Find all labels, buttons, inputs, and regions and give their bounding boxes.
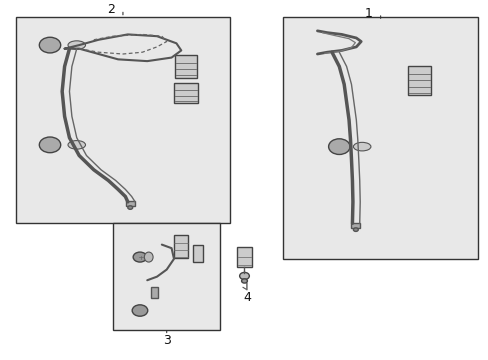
Circle shape bbox=[328, 139, 349, 154]
Circle shape bbox=[239, 273, 249, 279]
Ellipse shape bbox=[353, 142, 370, 151]
Text: 2: 2 bbox=[107, 3, 115, 16]
Bar bbox=[175, 55, 197, 78]
Ellipse shape bbox=[68, 140, 85, 149]
Ellipse shape bbox=[68, 41, 85, 49]
Circle shape bbox=[132, 305, 147, 316]
Ellipse shape bbox=[144, 252, 153, 262]
Circle shape bbox=[39, 137, 61, 153]
Bar bbox=[237, 247, 251, 267]
Circle shape bbox=[39, 37, 61, 53]
Bar bbox=[113, 223, 220, 330]
Bar bbox=[16, 17, 229, 223]
Bar bbox=[174, 235, 188, 258]
Bar bbox=[407, 67, 430, 95]
Text: 3: 3 bbox=[163, 334, 170, 347]
Circle shape bbox=[127, 206, 132, 209]
Circle shape bbox=[353, 228, 358, 231]
Text: 4: 4 bbox=[243, 291, 250, 304]
Circle shape bbox=[241, 279, 247, 283]
Bar bbox=[125, 202, 134, 206]
Text: 1: 1 bbox=[364, 6, 372, 19]
Bar bbox=[151, 287, 158, 298]
Circle shape bbox=[133, 252, 146, 262]
Bar bbox=[283, 17, 477, 259]
Bar bbox=[351, 223, 360, 228]
Bar bbox=[174, 84, 198, 103]
Bar bbox=[193, 246, 203, 261]
